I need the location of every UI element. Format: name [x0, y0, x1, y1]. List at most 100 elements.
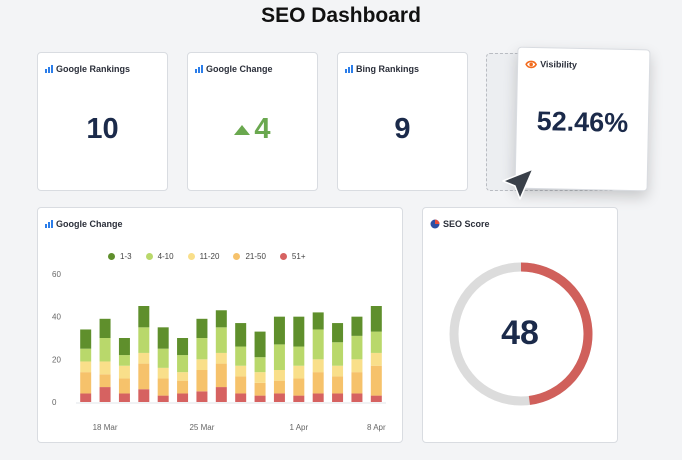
legend-label: 1-3: [120, 252, 132, 261]
bar-segment-1-3[interactable]: [118, 338, 130, 356]
bar-segment-21-50[interactable]: [370, 365, 382, 396]
bar-segment-1-3[interactable]: [138, 306, 150, 328]
bar-segment-51-plus[interactable]: [370, 395, 382, 402]
bar-segment-21-50[interactable]: [254, 382, 266, 396]
bar-segment-4-10[interactable]: [118, 355, 130, 366]
seo-score-value: 48: [501, 314, 539, 352]
bar-segment-11-20[interactable]: [293, 365, 305, 379]
bar-segment-11-20[interactable]: [312, 359, 324, 373]
bar-segment-1-3[interactable]: [370, 306, 382, 332]
bar-segment-4-10[interactable]: [177, 355, 189, 373]
bar-segment-1-3[interactable]: [99, 318, 111, 338]
bar-segment-4-10[interactable]: [293, 346, 305, 366]
bar-segment-4-10[interactable]: [80, 348, 92, 362]
y-tick-label: 20: [52, 355, 61, 364]
bar-segment-4-10[interactable]: [99, 338, 111, 362]
bar-segment-21-50[interactable]: [312, 372, 324, 394]
bar-segment-1-3[interactable]: [196, 318, 208, 338]
bar-segment-4-10[interactable]: [351, 335, 363, 360]
bar-segment-51-plus[interactable]: [351, 393, 363, 402]
bar-segment-4-10[interactable]: [273, 344, 285, 370]
bar-segment-11-20[interactable]: [177, 372, 189, 381]
bar-segment-11-20[interactable]: [254, 372, 266, 383]
bar-segment-4-10[interactable]: [138, 327, 150, 353]
google-rankings-label: Google Rankings: [45, 64, 130, 74]
bar-segment-51-plus[interactable]: [157, 395, 169, 402]
bar-segment-21-50[interactable]: [215, 363, 227, 388]
bar-segment-4-10[interactable]: [370, 331, 382, 353]
x-tick-label: 8 Apr: [367, 423, 386, 432]
bar-segment-21-50[interactable]: [332, 376, 344, 394]
bar-segment-21-50[interactable]: [273, 380, 285, 394]
bar-segment-11-20[interactable]: [118, 365, 130, 379]
bing-rankings-card[interactable]: Bing Rankings 9: [337, 52, 468, 191]
bar-segment-1-3[interactable]: [351, 316, 363, 336]
bar-segment-21-50[interactable]: [235, 376, 247, 394]
legend-label: 11-20: [199, 252, 220, 261]
bar-segment-4-10[interactable]: [215, 327, 227, 353]
bar-segment-4-10[interactable]: [332, 342, 344, 366]
google-rankings-card[interactable]: Google Rankings 10: [37, 52, 168, 191]
legend-item-4-10[interactable]: 4-10: [145, 252, 174, 261]
bar-segment-1-3[interactable]: [157, 327, 169, 349]
google-change-card[interactable]: Google Change 4: [187, 52, 318, 191]
bar-segment-1-3[interactable]: [80, 329, 92, 349]
bar-segment-1-3[interactable]: [215, 310, 227, 328]
bar-segment-21-50[interactable]: [196, 370, 208, 392]
bar-segment-21-50[interactable]: [80, 372, 92, 394]
page-title: SEO Dashboard: [261, 4, 421, 27]
legend-item-11-20[interactable]: 11-20: [187, 252, 220, 261]
bar-segment-1-3[interactable]: [293, 316, 305, 347]
bar-segment-1-3[interactable]: [332, 323, 344, 343]
bar-segment-11-20[interactable]: [99, 361, 111, 375]
bar-segment-4-10[interactable]: [235, 346, 247, 366]
bar-segment-21-50[interactable]: [138, 363, 150, 390]
visibility-card[interactable]: Visibility 52.46%: [514, 46, 651, 192]
bar-segment-51-plus[interactable]: [273, 393, 285, 402]
bar-segment-11-20[interactable]: [157, 367, 169, 379]
legend-swatch: [108, 253, 115, 260]
bar-segment-1-3[interactable]: [273, 316, 285, 345]
bar-segment-21-50[interactable]: [99, 374, 111, 388]
bar-segment-11-20[interactable]: [196, 359, 208, 370]
bar-segment-21-50[interactable]: [157, 378, 169, 396]
bar-segment-11-20[interactable]: [215, 352, 227, 364]
bar-segment-4-10[interactable]: [254, 357, 266, 373]
bar-segment-51-plus[interactable]: [312, 393, 324, 402]
bar-segment-51-plus[interactable]: [254, 395, 266, 402]
bar-segment-11-20[interactable]: [80, 361, 92, 373]
bar-segment-1-3[interactable]: [254, 331, 266, 358]
visibility-label-text: Visibility: [540, 59, 578, 70]
bar-segment-11-20[interactable]: [273, 370, 285, 381]
bar-segment-21-50[interactable]: [118, 378, 130, 394]
bar-chart-icon: [345, 65, 353, 73]
bar-segment-51-plus[interactable]: [215, 387, 227, 402]
bar-segment-51-plus[interactable]: [118, 393, 130, 402]
bar-segment-11-20[interactable]: [235, 365, 247, 377]
bar-segment-11-20[interactable]: [351, 359, 363, 373]
bar-segment-1-3[interactable]: [235, 323, 247, 347]
bar-segment-51-plus[interactable]: [177, 393, 189, 402]
bar-segment-51-plus[interactable]: [332, 393, 344, 402]
bar-segment-51-plus[interactable]: [138, 389, 150, 402]
bar-segment-4-10[interactable]: [312, 329, 324, 360]
bar-segment-11-20[interactable]: [370, 352, 382, 366]
chart-legend: 1-3 4-10 11-20 21-50 51+: [108, 252, 306, 261]
bar-segment-11-20[interactable]: [138, 352, 150, 364]
bar-segment-21-50[interactable]: [177, 380, 189, 394]
bar-segment-51-plus[interactable]: [293, 395, 305, 402]
legend-item-21-50[interactable]: 21-50: [233, 252, 266, 261]
bar-segment-4-10[interactable]: [157, 348, 169, 368]
bar-segment-51-plus[interactable]: [99, 387, 111, 402]
bar-segment-51-plus[interactable]: [196, 391, 208, 402]
bar-segment-51-plus[interactable]: [80, 393, 92, 402]
legend-item-1-3[interactable]: 1-3: [108, 252, 132, 261]
bar-segment-11-20[interactable]: [332, 365, 344, 377]
bar-segment-4-10[interactable]: [196, 338, 208, 360]
legend-item-51-plus[interactable]: 51+: [279, 252, 306, 261]
bar-segment-21-50[interactable]: [293, 378, 305, 396]
bar-segment-21-50[interactable]: [351, 372, 363, 394]
bar-segment-1-3[interactable]: [312, 312, 324, 330]
bar-segment-51-plus[interactable]: [235, 393, 247, 402]
bar-segment-1-3[interactable]: [177, 338, 189, 356]
